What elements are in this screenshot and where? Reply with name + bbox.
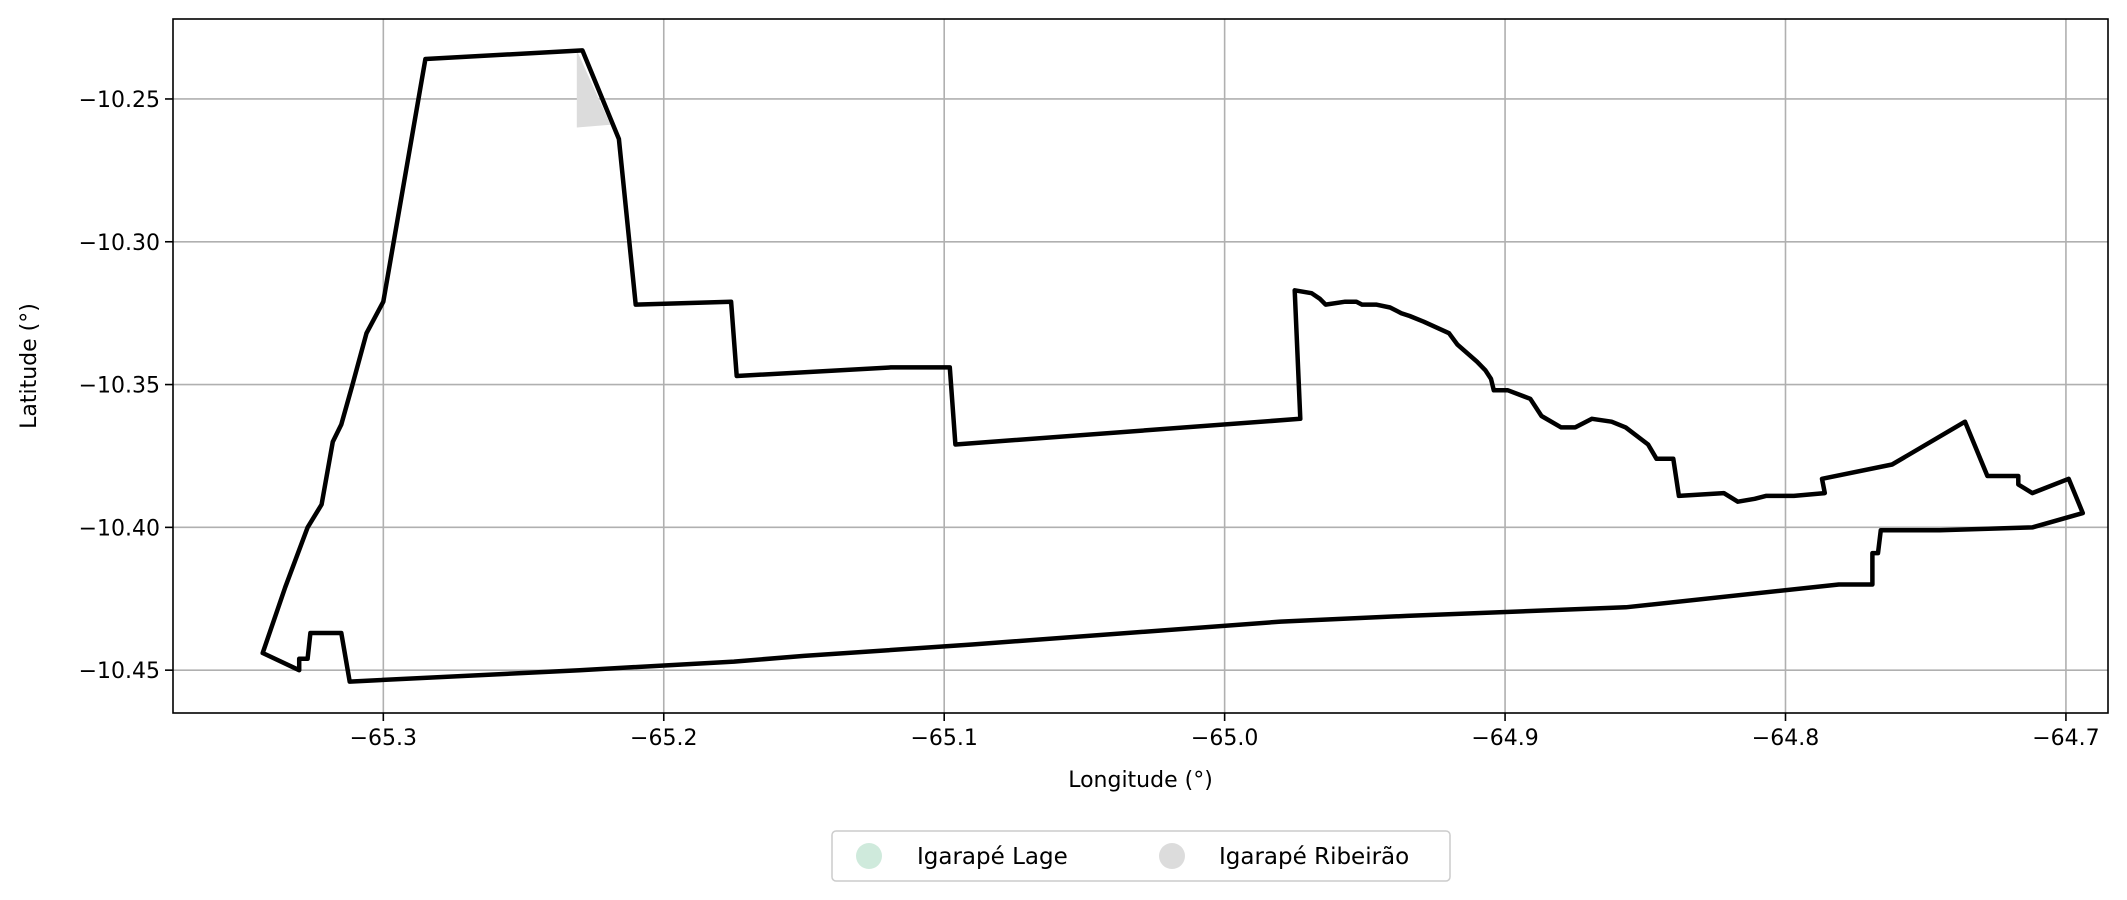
x-tick-label: −65.1 — [910, 726, 977, 751]
y-axis-label: Latitude (°) — [17, 303, 42, 429]
grid — [173, 19, 2108, 713]
y-tick-label: −10.35 — [79, 374, 160, 399]
x-tick-label: −65.2 — [630, 726, 697, 751]
x-tick-label: −64.7 — [2032, 726, 2099, 751]
axes-frame — [172, 18, 2109, 714]
y-tick-label: −10.40 — [79, 516, 160, 541]
legend-marker-igarape-lage — [856, 843, 882, 869]
study-area-boundary — [260, 48, 2086, 684]
x-tick-label: −65.0 — [1191, 726, 1258, 751]
legend-label-igarape-lage: Igarapé Lage — [917, 844, 1068, 870]
legend[interactable]: Igarapé Lage Igarapé Ribeirão — [831, 830, 1451, 882]
boundary-layer — [260, 48, 2086, 684]
y-tick-label: −10.30 — [79, 231, 160, 256]
x-tick-label: −64.8 — [1752, 726, 1819, 751]
x-tick-label: −64.9 — [1471, 726, 1538, 751]
y-tick-label: −10.25 — [79, 88, 160, 113]
region-igarape-ribeirao — [576, 50, 611, 128]
regions — [576, 50, 611, 128]
legend-marker-igarape-ribeirao — [1159, 843, 1185, 869]
legend-label-igarape-ribeirao: Igarapé Ribeirão — [1219, 844, 1409, 870]
x-axis-label: Longitude (°) — [1068, 768, 1213, 793]
x-tick-label: −65.3 — [350, 726, 417, 751]
legend-box — [831, 830, 1451, 882]
y-tick-label: −10.45 — [79, 659, 160, 684]
ticks: −65.3 −65.2 −65.1 −65.0 −64.9 −64.8 −64.7 −10.2… — [79, 88, 2100, 751]
